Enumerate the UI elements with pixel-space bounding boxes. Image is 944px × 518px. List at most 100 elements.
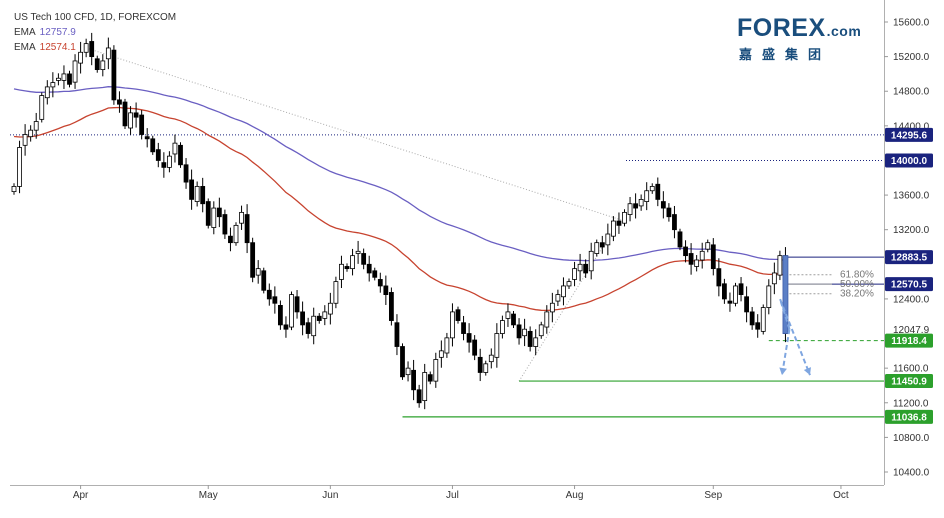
candle-body	[361, 253, 367, 265]
candle-body	[672, 214, 677, 231]
projection-arrows	[779, 298, 811, 376]
candle-body	[499, 320, 505, 334]
y-tick-label: 15600.0	[893, 18, 930, 29]
candle-body	[44, 86, 50, 99]
fib-level-label: 50.00%	[840, 279, 874, 290]
candle-body	[388, 292, 394, 321]
candle-body	[516, 324, 522, 339]
y-tick-label: 14400.0	[893, 121, 930, 132]
candle-body	[599, 242, 605, 248]
projection-arrow-1-head	[779, 367, 787, 376]
candle-body	[622, 211, 627, 224]
candle-body	[122, 101, 128, 127]
candle-body	[400, 346, 405, 378]
candle-body	[261, 270, 267, 291]
candle-body	[583, 263, 589, 274]
ema-slow-value: 12757.9	[39, 27, 76, 38]
last-candle	[782, 255, 789, 334]
candle-body	[244, 214, 250, 244]
candle-body	[538, 324, 544, 337]
candle-body	[39, 95, 45, 120]
candle-body	[705, 242, 711, 250]
candle-body	[289, 294, 294, 328]
y-tick-label: 15200.0	[893, 52, 930, 63]
candle-body	[477, 356, 483, 373]
candle-body	[450, 311, 455, 339]
candle-body	[716, 268, 722, 287]
candle-body	[100, 60, 106, 70]
ema-lines	[13, 86, 786, 312]
candle-body	[283, 324, 289, 330]
candle-body	[305, 322, 311, 334]
candle-body	[683, 246, 688, 257]
candle-body	[105, 47, 111, 60]
candle-body	[416, 389, 422, 404]
candle-body	[255, 268, 261, 276]
candle-body	[522, 328, 527, 337]
candle-body	[344, 266, 350, 270]
candle-body	[222, 214, 228, 235]
brand-name: FOREX.com	[737, 14, 861, 43]
candle-body	[133, 112, 139, 118]
y-tick-label: 11200.0	[893, 398, 929, 409]
candle-body	[633, 203, 638, 209]
candle-body	[688, 253, 694, 265]
candle-body	[744, 296, 749, 313]
legend-ema-fast: EMA 12574.1	[14, 40, 176, 55]
candle-body	[50, 82, 56, 88]
candle-body	[366, 263, 372, 274]
legend-title: US Tech 100 CFD, 1D, FOREXCOM	[14, 12, 177, 23]
candle-body	[588, 250, 594, 272]
ema-fast-line	[13, 106, 786, 312]
brand-name-com: .com	[826, 23, 862, 39]
y-tick-label: 11600.0	[893, 364, 929, 375]
candle-body	[266, 289, 272, 300]
candle-body	[422, 372, 428, 402]
candle-body	[394, 322, 400, 347]
price-tag-label: 11450.9	[891, 377, 927, 388]
candle-body	[483, 363, 489, 373]
y-tick-label: 10400.0	[893, 468, 930, 479]
candle-body	[755, 322, 761, 330]
candle-body	[749, 311, 755, 326]
candle-body	[444, 337, 450, 354]
candle-body	[183, 164, 189, 183]
candle-body	[111, 49, 117, 101]
candle-body	[771, 272, 777, 285]
candle-body	[694, 259, 700, 267]
price-tag	[885, 127, 933, 142]
brand-logo: FOREX.com 嘉盛集团	[737, 14, 877, 62]
candle-body	[339, 263, 344, 280]
brand-subtitle: 嘉盛集团	[739, 47, 832, 62]
projection-arrow-2-head	[803, 367, 811, 376]
candle-body	[83, 43, 89, 53]
candle-body	[699, 250, 705, 261]
candle-body	[533, 337, 539, 347]
candle-body	[172, 142, 178, 155]
y-tick-label: 14800.0	[893, 87, 930, 98]
price-tag	[885, 153, 933, 168]
candle-body	[605, 233, 611, 246]
price-tag-label: 12570.5	[891, 280, 928, 291]
candle-body	[300, 311, 306, 326]
fib-level-label: 61.80%	[840, 270, 874, 281]
ema-slow-label: EMA	[14, 27, 36, 38]
candle-body	[233, 224, 239, 244]
candle-body	[433, 359, 439, 382]
candle-body	[155, 149, 161, 161]
candle-body	[144, 136, 150, 140]
candle-body	[777, 255, 783, 276]
brand-name-main: FOREX	[737, 14, 826, 42]
candle-body	[150, 138, 156, 153]
price-tag-label: 12883.5	[891, 253, 928, 264]
candle-body	[216, 207, 222, 218]
candle-body	[511, 313, 516, 326]
candle-body	[644, 190, 650, 202]
y-tick-label: 12400.0	[893, 294, 930, 305]
candle-body	[655, 183, 661, 200]
candle-body	[117, 99, 122, 105]
candle-body	[549, 302, 555, 313]
x-tick-label: Apr	[73, 490, 89, 501]
